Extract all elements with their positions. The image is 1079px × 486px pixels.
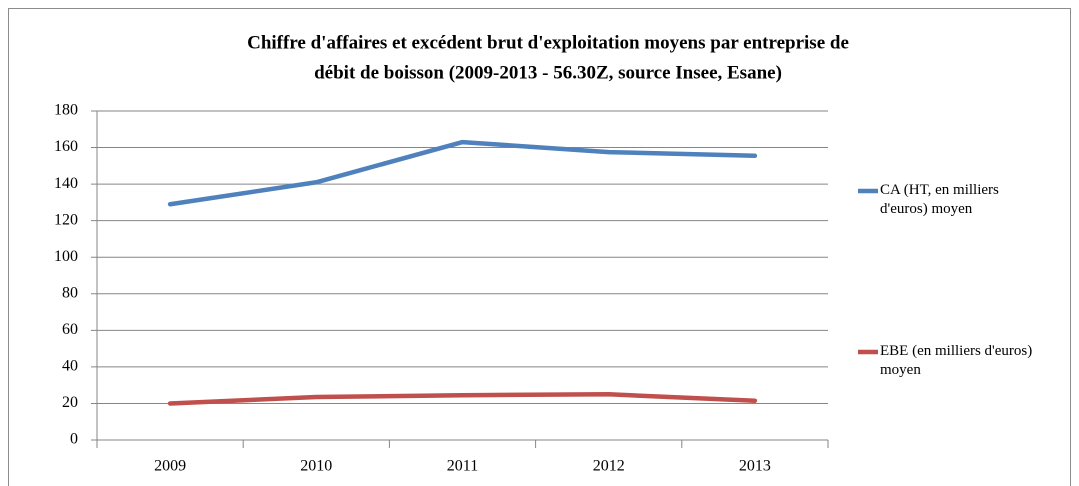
y-tick-label: 160: [54, 138, 78, 155]
y-tick-label: 0: [70, 431, 78, 448]
y-tick-label: 80: [62, 284, 78, 301]
y-tick-label: 100: [54, 248, 78, 265]
legend-label: CA (HT, en milliers d'euros) moyen: [880, 182, 999, 217]
x-tick-label: 2011: [447, 458, 478, 475]
y-tick-label: 180: [54, 102, 78, 119]
chart-title: débit de boisson (2009-2013 - 56.30Z, so…: [314, 62, 782, 83]
chart-title: Chiffre d'affaires et excédent brut d'ex…: [247, 32, 849, 53]
chart-frame: [8, 8, 1071, 486]
x-tick-label: 2012: [593, 458, 625, 475]
y-tick-label: 40: [62, 358, 78, 375]
series-line: [167, 392, 758, 406]
x-tick-label: 2009: [154, 458, 186, 475]
y-tick-label: 140: [54, 175, 78, 192]
series-line: [167, 139, 758, 207]
x-tick-label: 2010: [300, 458, 332, 475]
y-tick-label: 20: [62, 394, 78, 411]
y-tick-label: 60: [62, 321, 78, 338]
x-tick-label: 2013: [739, 458, 771, 475]
legend-label: EBE (en milliers d'euros) moyen: [880, 343, 1033, 378]
y-tick-label: 120: [54, 211, 78, 228]
